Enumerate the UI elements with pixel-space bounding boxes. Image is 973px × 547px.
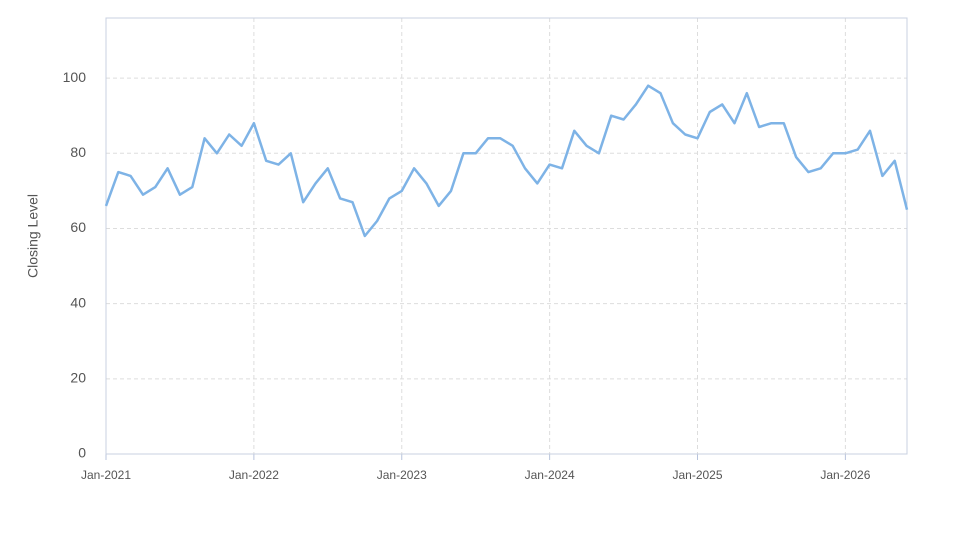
x-tick-label: Jan-2024 bbox=[525, 468, 575, 482]
y-tick-label: 60 bbox=[70, 219, 86, 235]
y-tick-label: 20 bbox=[70, 370, 86, 386]
y-tick-label: 80 bbox=[70, 144, 86, 160]
y-tick-label: 0 bbox=[78, 445, 86, 461]
x-tick-label: Jan-2022 bbox=[229, 468, 279, 482]
x-tick-label: Jan-2026 bbox=[820, 468, 870, 482]
x-tick-label: Jan-2021 bbox=[81, 468, 131, 482]
x-tick-label: Jan-2025 bbox=[672, 468, 722, 482]
plot-border bbox=[105, 17, 908, 455]
line-series bbox=[104, 84, 909, 238]
x-tick-label: Jan-2023 bbox=[377, 468, 427, 482]
y-tick-label: 40 bbox=[70, 294, 86, 310]
y-axis-label: Closing Level bbox=[25, 194, 41, 278]
y-tick-label: 100 bbox=[63, 69, 87, 85]
